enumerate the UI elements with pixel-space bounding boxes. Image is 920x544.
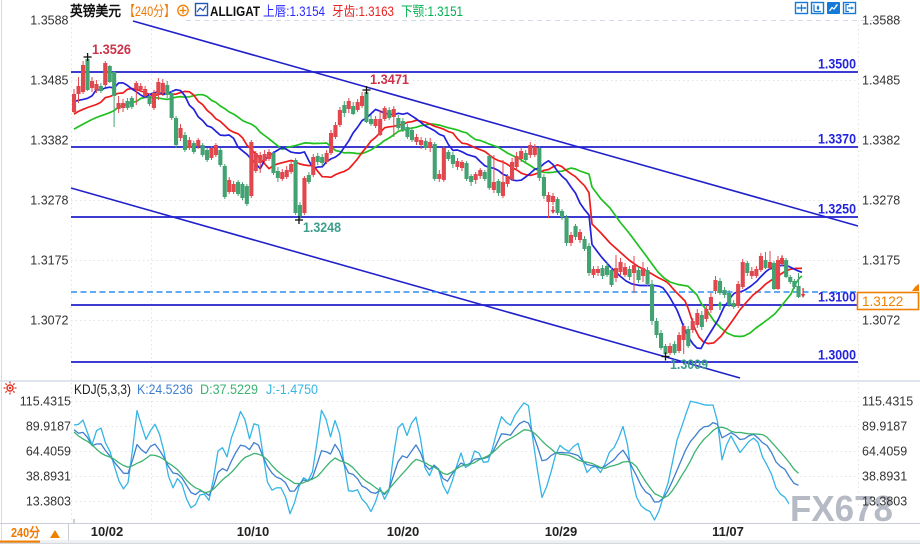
- svg-text:10/20: 10/20: [387, 524, 420, 539]
- svg-text:1.3588: 1.3588: [862, 14, 900, 28]
- svg-text:1.3250: 1.3250: [818, 202, 856, 217]
- svg-text:1.3072: 1.3072: [862, 314, 900, 328]
- svg-text:1.3370: 1.3370: [818, 132, 856, 147]
- svg-text:K:24.5236: K:24.5236: [137, 382, 193, 397]
- svg-text:10/29: 10/29: [545, 524, 578, 539]
- svg-text:上唇:1.3154: 上唇:1.3154: [263, 4, 325, 19]
- svg-text:1.3278: 1.3278: [862, 194, 900, 208]
- svg-text:89.9187: 89.9187: [862, 420, 907, 434]
- svg-text:FX678: FX678: [790, 488, 893, 529]
- svg-text:10/10: 10/10: [237, 524, 270, 539]
- svg-text:1.3278: 1.3278: [30, 194, 68, 208]
- svg-text:240分: 240分: [11, 525, 40, 540]
- svg-text:64.4059: 64.4059: [26, 445, 71, 459]
- svg-text:1.3485: 1.3485: [30, 74, 68, 88]
- svg-text:1.3072: 1.3072: [30, 314, 68, 328]
- svg-text:J:-1.4750: J:-1.4750: [266, 382, 318, 397]
- svg-text:【240分】: 【240分】: [124, 3, 175, 19]
- svg-text:1.3175: 1.3175: [30, 254, 68, 268]
- svg-text:115.4315: 115.4315: [862, 395, 913, 409]
- svg-text:10/02: 10/02: [91, 524, 124, 539]
- svg-text:1.3100: 1.3100: [818, 290, 856, 305]
- svg-text:英镑美元: 英镑美元: [69, 3, 121, 19]
- svg-text:1.3588: 1.3588: [30, 14, 68, 28]
- svg-text:1.3248: 1.3248: [303, 220, 341, 235]
- svg-text:1.3500: 1.3500: [818, 57, 856, 72]
- svg-text:D:37.5229: D:37.5229: [200, 382, 258, 397]
- svg-text:13.3803: 13.3803: [26, 495, 71, 509]
- svg-text:KDJ(5,3,3): KDJ(5,3,3): [74, 382, 131, 397]
- svg-text:115.4315: 115.4315: [20, 395, 71, 409]
- svg-text:牙齿:1.3163: 牙齿:1.3163: [332, 4, 394, 19]
- svg-text:13.3803: 13.3803: [862, 495, 907, 509]
- svg-text:89.9187: 89.9187: [26, 420, 71, 434]
- svg-text:下颚:1.3151: 下颚:1.3151: [401, 4, 463, 19]
- svg-text:1.3122: 1.3122: [862, 294, 903, 309]
- svg-text:1.3000: 1.3000: [818, 348, 856, 363]
- svg-text:ALLIGAT: ALLIGAT: [210, 3, 260, 19]
- svg-text:1.3526: 1.3526: [92, 42, 131, 57]
- svg-text:1.3382: 1.3382: [862, 134, 900, 148]
- svg-text:1.3382: 1.3382: [30, 134, 68, 148]
- svg-text:38.8931: 38.8931: [26, 470, 71, 484]
- svg-text:1.3485: 1.3485: [862, 74, 900, 88]
- svg-text:1.3471: 1.3471: [370, 72, 409, 87]
- svg-text:38.8931: 38.8931: [862, 470, 907, 484]
- svg-text:1.3175: 1.3175: [862, 254, 900, 268]
- svg-text:1.3009: 1.3009: [670, 357, 708, 372]
- svg-text:11/07: 11/07: [712, 524, 744, 539]
- svg-text:64.4059: 64.4059: [862, 445, 907, 459]
